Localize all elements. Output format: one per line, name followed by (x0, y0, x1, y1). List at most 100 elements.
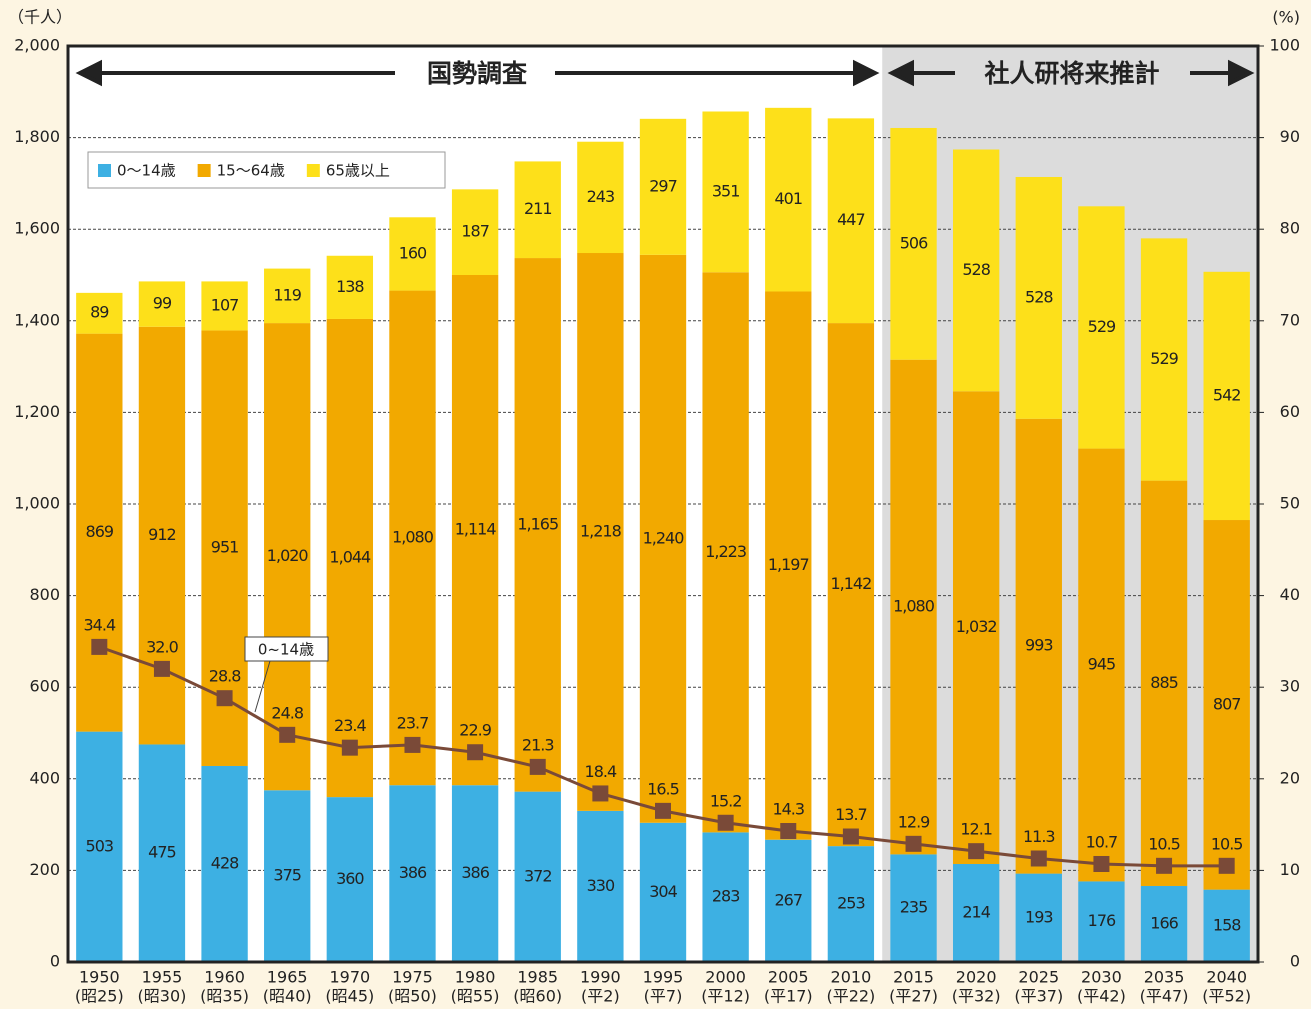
bar-segment (514, 161, 561, 259)
data-label: 475 (148, 843, 176, 862)
bar-segment (264, 790, 311, 962)
y-tick-label: 600 (29, 677, 60, 696)
line-marker (1218, 857, 1235, 874)
y-unit: （千人） (8, 8, 72, 27)
data-label: 253 (837, 894, 865, 913)
bar-segment (577, 141, 624, 254)
bar-segment (514, 791, 561, 962)
data-label: 945 (1088, 654, 1116, 673)
data-label: 386 (461, 863, 489, 882)
data-label: 528 (962, 260, 990, 279)
data-label: 243 (587, 187, 615, 206)
x-tick-label: 2015 (893, 968, 934, 987)
data-label: 235 (900, 898, 928, 917)
bar-segment (201, 281, 248, 331)
bar-segment (451, 275, 499, 786)
legend-swatch (98, 164, 111, 177)
line-label: 32.0 (146, 637, 178, 656)
y2-tick-label: 30 (1280, 677, 1300, 696)
line-label: 34.4 (84, 615, 116, 634)
data-label: 1,020 (267, 546, 309, 565)
data-label: 885 (1150, 673, 1178, 692)
bar-segment (326, 797, 374, 962)
bar-segment (952, 391, 1000, 864)
x-tick-label: 2030 (1081, 968, 1122, 987)
y2-tick-label: 0 (1290, 952, 1300, 971)
bar-segment (890, 359, 937, 855)
data-label: 166 (1150, 913, 1178, 932)
bar-segment (264, 268, 311, 324)
data-label: 304 (649, 882, 677, 901)
bar-segment (639, 822, 687, 962)
data-label: 1,142 (830, 574, 871, 593)
x-era-label: (昭45) (325, 987, 374, 1006)
line-label: 22.9 (459, 721, 491, 740)
data-label: 1,044 (329, 548, 371, 567)
data-label: 1,223 (705, 542, 746, 561)
data-label: 1,240 (643, 528, 685, 547)
data-label: 993 (1025, 636, 1053, 655)
line-label: 13.7 (835, 805, 867, 824)
x-era-label: (平7) (644, 987, 683, 1006)
line-label: 10.5 (1148, 834, 1180, 853)
y2-tick-label: 10 (1280, 860, 1300, 879)
data-label: 330 (587, 876, 615, 895)
line-marker (842, 828, 859, 845)
x-tick-label: 1970 (329, 968, 370, 987)
bar-segment (577, 810, 624, 962)
data-label: 297 (649, 176, 677, 195)
bar-segment (1015, 873, 1062, 962)
x-tick-label: 1990 (580, 968, 621, 987)
data-label: 283 (712, 887, 740, 906)
line-marker (467, 744, 484, 761)
y2-tick-label: 50 (1280, 494, 1300, 513)
data-label: 187 (461, 222, 489, 241)
x-era-label: (平32) (952, 987, 1001, 1006)
bar-segment (827, 323, 875, 847)
legend-label: 15～64歳 (217, 162, 285, 180)
data-label: 1,032 (956, 617, 997, 636)
x-era-label: (平52) (1202, 987, 1251, 1006)
bar-segment (827, 118, 875, 324)
line-label: 12.1 (960, 820, 992, 839)
x-era-label: (昭60) (513, 987, 562, 1006)
bar-segment (264, 323, 311, 791)
bar-segment (1140, 885, 1188, 962)
callout-leader (254, 660, 271, 713)
bar-segment (326, 318, 374, 798)
legend (87, 151, 446, 189)
bar-segment (702, 111, 749, 273)
bar-segment (451, 785, 499, 962)
bar-segment (765, 291, 812, 840)
data-label: 360 (336, 869, 364, 888)
bar-segment (765, 839, 812, 962)
data-label: 372 (524, 866, 552, 885)
data-label: 542 (1213, 385, 1241, 404)
callout-label: 0~14歳 (258, 641, 314, 659)
x-tick-label: 2035 (1144, 968, 1185, 987)
y2-tick-label: 70 (1280, 310, 1300, 329)
line-marker (592, 785, 609, 802)
x-era-label: (昭50) (388, 987, 437, 1006)
data-label: 401 (774, 189, 802, 208)
data-label: 99 (153, 294, 172, 313)
x-era-label: (昭40) (263, 987, 312, 1006)
x-tick-label: 2005 (768, 968, 809, 987)
data-label: 506 (900, 233, 928, 252)
y2-tick-label: 60 (1280, 402, 1300, 421)
x-tick-label: 2025 (1018, 968, 1059, 987)
bar-segment (1140, 480, 1188, 886)
line-marker (529, 758, 546, 775)
y-tick-label: 2,000 (14, 36, 60, 55)
data-label: 503 (86, 836, 114, 855)
line-marker (905, 835, 922, 852)
x-era-label: (平42) (1077, 987, 1126, 1006)
bar-segment (765, 107, 812, 292)
line-label: 16.5 (647, 779, 679, 798)
line-marker (279, 726, 296, 743)
data-label: 528 (1025, 287, 1053, 306)
annotation: 社人研将来推計 (984, 59, 1159, 88)
x-era-label: (平47) (1140, 987, 1189, 1006)
y-tick-label: 200 (29, 860, 60, 879)
